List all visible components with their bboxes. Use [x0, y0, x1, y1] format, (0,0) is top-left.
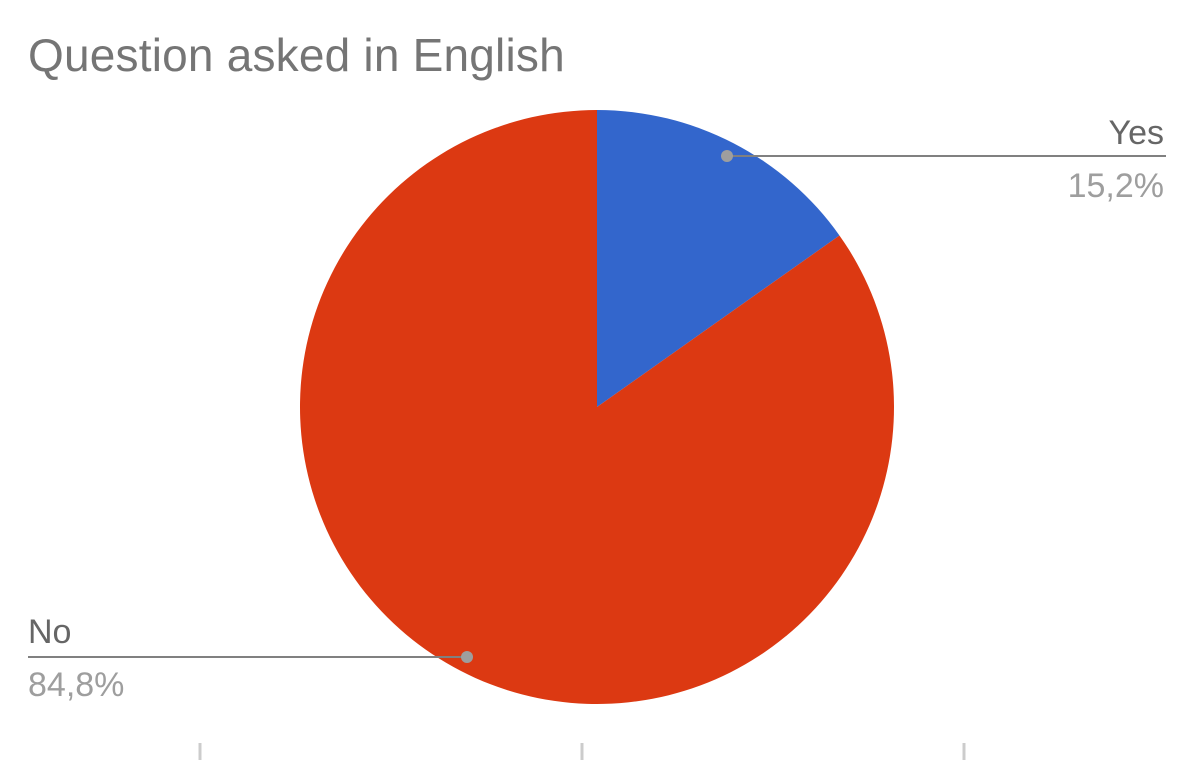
pie-slices [299, 110, 895, 704]
slice-label-no: No [28, 613, 71, 651]
leader-dot-no [461, 651, 473, 663]
chart-title: Question asked in English [28, 29, 565, 81]
leader-dot-yes [721, 150, 733, 162]
pie-labels: Yes 15,2% No 84,8% [28, 114, 1164, 704]
slice-value-yes: 15,2% [1068, 167, 1164, 205]
pie-slice-no [299, 110, 895, 704]
pie-slice-yes [597, 110, 840, 407]
bottom-ticks [198, 743, 966, 760]
slice-value-no: 84,8% [28, 666, 124, 704]
slice-label-yes: Yes [1109, 114, 1164, 152]
pie-leaders [28, 150, 1166, 663]
